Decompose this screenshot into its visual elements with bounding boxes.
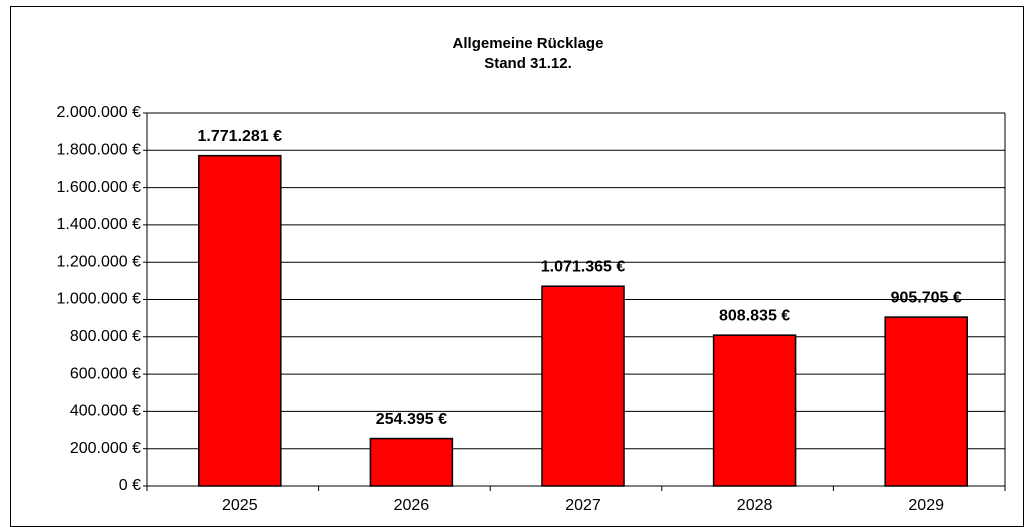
value-label: 254.395 € — [376, 411, 447, 428]
value-label: 905.705 € — [891, 289, 962, 306]
y-tick-label: 400.000 € — [70, 403, 141, 420]
value-label: 1.071.365 € — [541, 258, 626, 275]
bar — [369, 437, 454, 487]
chart-title: Allgemeine Rücklage — [453, 35, 604, 52]
y-tick-label: 1.600.000 € — [56, 179, 141, 196]
chart-subtitle: Stand 31.12. — [484, 55, 572, 72]
value-label: 1.771.281 € — [198, 128, 283, 145]
y-tick-label: 1.800.000 € — [56, 142, 141, 159]
bar — [198, 154, 282, 487]
y-tick-label: 800.000 € — [70, 328, 141, 345]
y-tick-label: 1.000.000 € — [56, 291, 141, 308]
y-tick-label: 0 € — [119, 477, 141, 494]
y-tick-label: 200.000 € — [70, 440, 141, 457]
x-tick-label: 2028 — [737, 497, 773, 514]
bar — [541, 285, 625, 487]
value-label: 808.835 € — [719, 307, 790, 324]
x-tick-label: 2025 — [222, 497, 258, 514]
bar — [884, 316, 968, 487]
y-tick-label: 1.200.000 € — [56, 253, 141, 270]
y-tick-label: 1.400.000 € — [56, 216, 141, 233]
y-tick-label: 2.000.000 € — [56, 104, 141, 121]
bar — [712, 334, 797, 487]
y-tick-label: 600.000 € — [70, 365, 141, 382]
x-tick-label: 2026 — [394, 497, 430, 514]
x-tick-label: 2027 — [565, 497, 601, 514]
x-tick-label: 2029 — [908, 497, 944, 514]
